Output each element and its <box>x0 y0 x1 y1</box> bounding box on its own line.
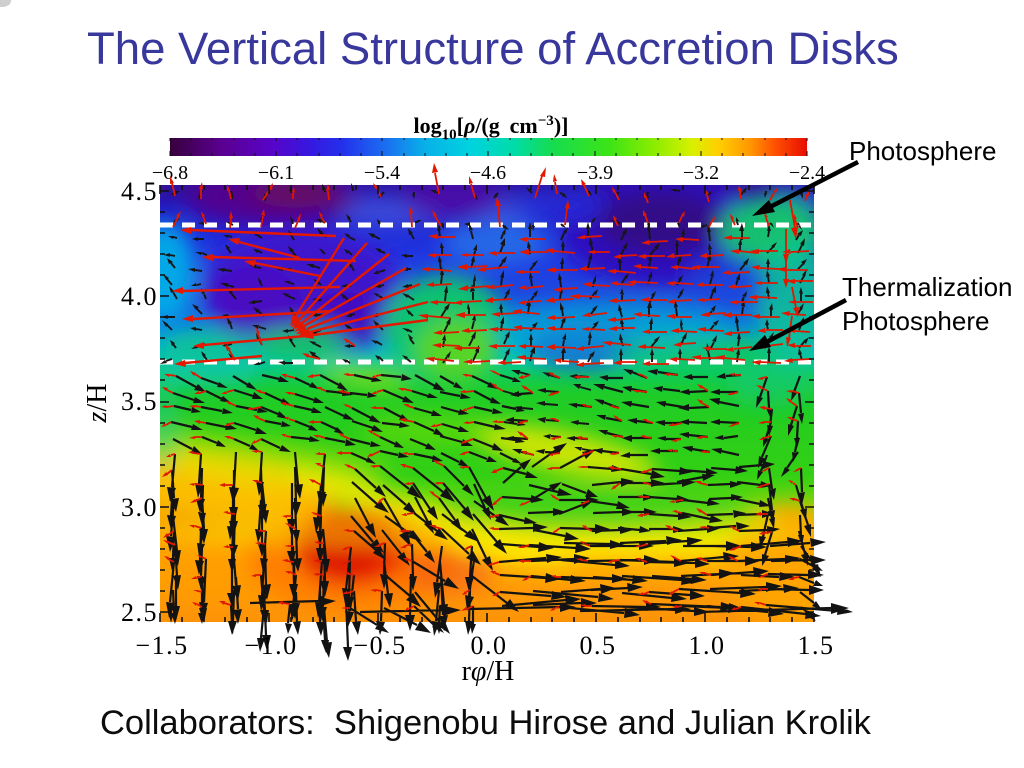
svg-text:4.5: 4.5 <box>121 177 158 206</box>
svg-text:−1.5: −1.5 <box>135 631 188 660</box>
svg-text:−2.4: −2.4 <box>789 162 825 184</box>
svg-text:−1.0: −1.0 <box>244 631 297 660</box>
svg-text:−0.5: −0.5 <box>353 631 406 660</box>
svg-text:−6.1: −6.1 <box>258 162 294 184</box>
svg-text:0.0: 0.0 <box>471 631 508 660</box>
svg-text:3.5: 3.5 <box>121 387 158 416</box>
svg-text:4.0: 4.0 <box>121 282 158 311</box>
svg-text:−3.9: −3.9 <box>577 162 613 184</box>
svg-text:0.5: 0.5 <box>580 631 617 660</box>
svg-text:z/H: z/H <box>82 384 113 424</box>
svg-text:rφ/H: rφ/H <box>462 656 515 687</box>
svg-text:−4.6: −4.6 <box>470 162 506 184</box>
svg-text:1.0: 1.0 <box>689 631 726 660</box>
svg-text:−3.2: −3.2 <box>683 162 719 184</box>
svg-text:−5.4: −5.4 <box>364 162 400 184</box>
svg-text:3.0: 3.0 <box>121 493 158 522</box>
svg-text:2.5: 2.5 <box>121 598 158 627</box>
svg-text:−6.8: −6.8 <box>152 162 188 184</box>
svg-text:1.5: 1.5 <box>798 631 835 660</box>
